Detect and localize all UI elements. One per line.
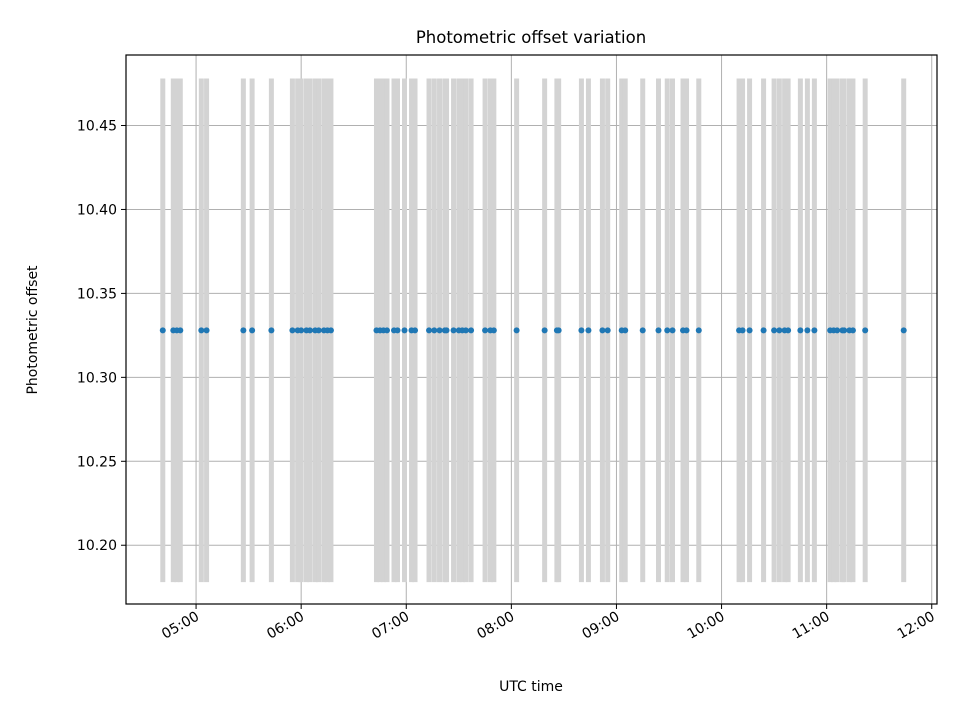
x-tick-label: 12:00 bbox=[895, 609, 938, 643]
data-point bbox=[771, 327, 778, 334]
data-point bbox=[436, 327, 443, 334]
y-tick-label: 10.30 bbox=[77, 370, 117, 386]
data-point bbox=[834, 327, 841, 334]
data-point bbox=[541, 327, 548, 334]
data-point bbox=[639, 327, 646, 334]
x-axis-label: UTC time bbox=[499, 679, 563, 695]
data-point bbox=[513, 327, 520, 334]
data-point bbox=[862, 327, 869, 334]
chart-title: Photometric offset variation bbox=[416, 28, 646, 47]
data-point bbox=[443, 327, 450, 334]
data-point bbox=[482, 327, 489, 334]
data-point bbox=[412, 327, 419, 334]
data-point bbox=[306, 327, 313, 334]
data-point bbox=[776, 327, 783, 334]
data-point bbox=[315, 327, 322, 334]
data-point bbox=[585, 327, 592, 334]
data-point bbox=[760, 327, 767, 334]
x-tick-label: 05:00 bbox=[159, 609, 202, 643]
data-point bbox=[450, 327, 457, 334]
data-point bbox=[490, 327, 497, 334]
data-point bbox=[785, 327, 792, 334]
data-point bbox=[203, 327, 210, 334]
data-point bbox=[849, 327, 856, 334]
data-point bbox=[578, 327, 585, 334]
x-tick-label: 07:00 bbox=[369, 609, 412, 643]
data-point bbox=[298, 327, 305, 334]
y-tick-label: 10.25 bbox=[77, 454, 117, 470]
x-tick-label: 06:00 bbox=[264, 609, 307, 643]
data-point bbox=[746, 327, 753, 334]
data-point bbox=[669, 327, 676, 334]
data-point bbox=[401, 327, 408, 334]
data-point bbox=[240, 327, 247, 334]
data-point bbox=[739, 327, 746, 334]
data-point bbox=[327, 327, 334, 334]
x-tick-label: 11:00 bbox=[790, 609, 833, 643]
data-point bbox=[268, 327, 275, 334]
data-point bbox=[695, 327, 702, 334]
data-point bbox=[289, 327, 296, 334]
data-point bbox=[383, 327, 390, 334]
data-point bbox=[426, 327, 433, 334]
data-point bbox=[159, 327, 166, 334]
y-tick-label: 10.35 bbox=[77, 286, 117, 302]
data-point bbox=[468, 327, 475, 334]
y-tick-label: 10.20 bbox=[77, 538, 117, 554]
data-point bbox=[462, 327, 469, 334]
data-point bbox=[683, 327, 690, 334]
data-point bbox=[622, 327, 629, 334]
data-point bbox=[177, 327, 184, 334]
data-point bbox=[900, 327, 907, 334]
data-point bbox=[804, 327, 811, 334]
data-point bbox=[198, 327, 205, 334]
data-point bbox=[431, 327, 438, 334]
data-point bbox=[555, 327, 562, 334]
data-point bbox=[811, 327, 818, 334]
y-tick-label: 10.40 bbox=[77, 202, 117, 218]
data-point bbox=[599, 327, 606, 334]
data-point bbox=[841, 327, 848, 334]
x-tick-label: 08:00 bbox=[474, 609, 517, 643]
data-point bbox=[249, 327, 256, 334]
data-point bbox=[797, 327, 804, 334]
y-tick-label: 10.45 bbox=[77, 119, 117, 135]
data-point bbox=[664, 327, 671, 334]
plot-frame bbox=[125, 54, 938, 605]
data-point bbox=[394, 327, 401, 334]
x-tick-label: 09:00 bbox=[580, 609, 623, 643]
x-tick-label: 10:00 bbox=[685, 609, 728, 643]
data-point bbox=[655, 327, 662, 334]
data-point bbox=[604, 327, 611, 334]
y-axis-label: Photometric offset bbox=[25, 265, 41, 395]
